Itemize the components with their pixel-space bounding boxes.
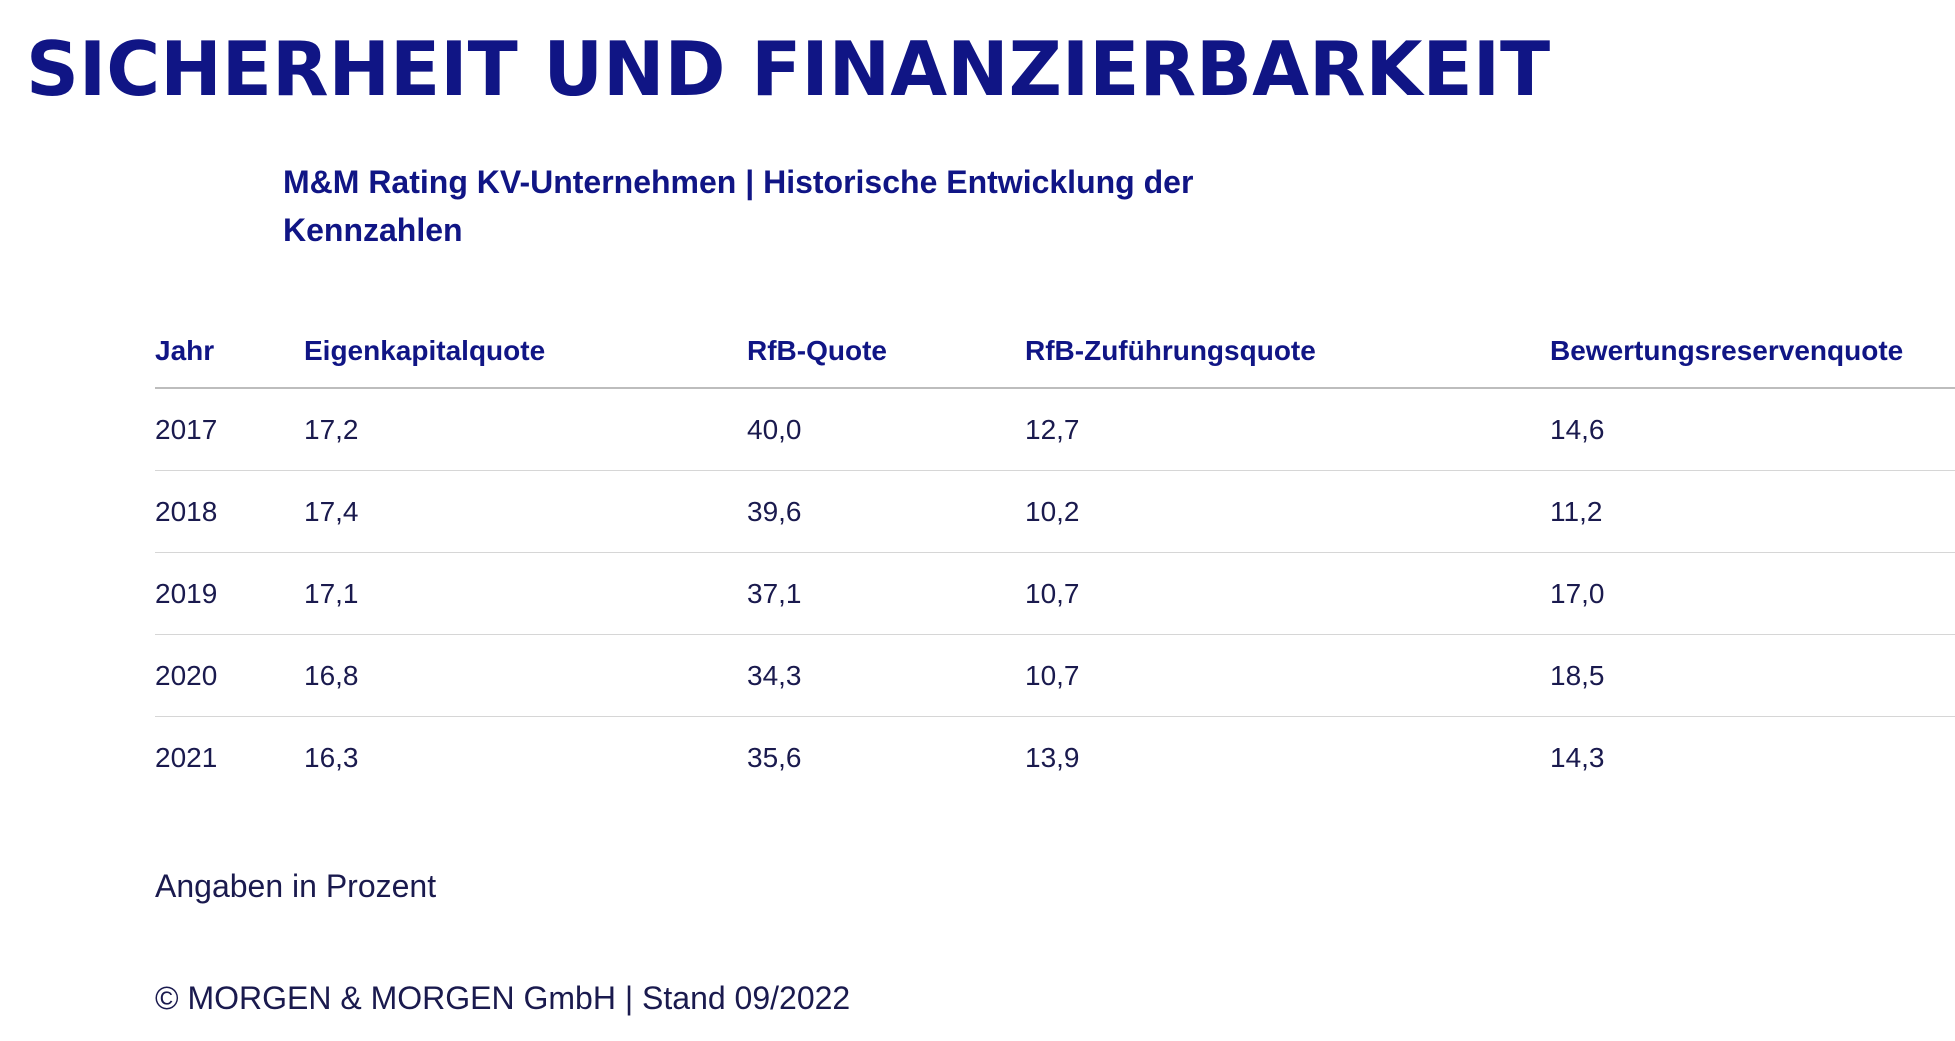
cell-eigenkapitalquote: 16,3	[304, 741, 359, 773]
column-header-bewertungsreservenquote: Bewertungsreservenquote	[1550, 315, 1955, 389]
cell-bewertungsreservenquote: 14,3	[1550, 741, 1605, 773]
cell-rfb-zufuehrungsquote: 10,7	[1025, 634, 1550, 717]
cell-bewertungsreservenquote: 18,5	[1550, 634, 1955, 717]
cell-rfb-quote: 37,1	[747, 552, 1025, 635]
cell-rfb-zufuehrungsquote: 10,7	[1025, 552, 1550, 635]
ratios-table: Jahr Eigenkapitalquote RfB-Quote RfB-Zuf…	[155, 315, 1955, 798]
footer-credit: © MORGEN & MORGEN GmbH | Stand 09/2022	[155, 980, 851, 1016]
cell-rfb-quote: 34,3	[747, 634, 1025, 717]
table-row: 2018 17,4 39,6 10,2 11,2	[155, 470, 1955, 553]
cell-rfb-quote: 35,6	[747, 741, 802, 773]
cell-jahr: 2021	[155, 741, 218, 773]
cell-rfb-zufuehrungsquote: 12,7	[1025, 388, 1550, 471]
cell-eigenkapitalquote: 16,8	[304, 634, 747, 717]
table-title: M&M Rating KV-Unternehmen | Historische …	[283, 164, 1194, 248]
cell-jahr: 2018	[155, 470, 304, 553]
table-row: 2017 17,2 40,0 12,7 14,6	[155, 388, 1955, 471]
cell-rfb-quote: 40,0	[747, 388, 1025, 471]
cell-rfb-zufuehrungsquote: 10,2	[1025, 470, 1550, 553]
column-header-eigenkapitalquote: Eigenkapitalquote	[304, 315, 747, 389]
cell-bewertungsreservenquote: 14,6	[1550, 388, 1955, 471]
cell-rfb-zufuehrungsquote: 13,9	[1025, 741, 1080, 773]
cell-jahr: 2019	[155, 552, 304, 635]
column-header-jahr: Jahr	[155, 315, 304, 389]
cell-jahr: 2020	[155, 634, 304, 717]
table-row: 2019 17,1 37,1 10,7 17,0	[155, 552, 1955, 635]
cell-eigenkapitalquote: 17,1	[304, 552, 747, 635]
cell-eigenkapitalquote: 17,4	[304, 470, 747, 553]
column-header-rfb-quote: RfB-Quote	[747, 315, 1025, 389]
unit-note: Angaben in Prozent	[155, 868, 437, 904]
column-header-rfb-zufuehrungsquote: RfB-Zuführungsquote	[1025, 315, 1550, 389]
table-header-row: Jahr Eigenkapitalquote RfB-Quote RfB-Zuf…	[155, 315, 1955, 389]
page-title: SICHERHEIT UND FINANZIERBARKEIT	[26, 25, 1551, 113]
cell-bewertungsreservenquote: 11,2	[1550, 470, 1955, 553]
table-row: 2021 16,3 35,6 13,9 14,3	[155, 717, 1955, 799]
cell-jahr: 2017	[155, 388, 304, 471]
cell-rfb-quote: 39,6	[747, 470, 1025, 553]
table-row: 2020 16,8 34,3 10,7 18,5	[155, 634, 1955, 717]
cell-eigenkapitalquote: 17,2	[304, 388, 747, 471]
cell-bewertungsreservenquote: 17,0	[1550, 552, 1955, 635]
